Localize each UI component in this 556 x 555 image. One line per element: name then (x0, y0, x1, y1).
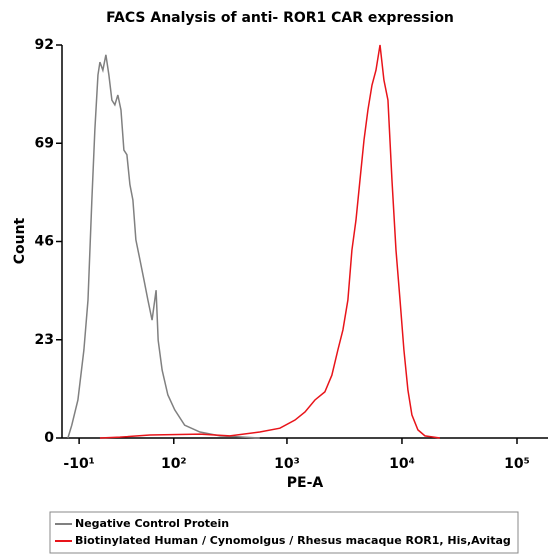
histogram-line (67, 54, 260, 439)
x-tick-label: -10¹ (63, 456, 94, 472)
legend-label: Biotinylated Human / Cynomolgus / Rhesus… (75, 534, 511, 547)
legend-label: Negative Control Protein (75, 517, 229, 530)
x-tick-label: 10³ (274, 456, 300, 472)
y-tick-label: 92 (35, 37, 54, 53)
y-tick-label: 69 (35, 135, 54, 151)
x-tick-label: 10² (161, 456, 187, 472)
histogram-line (99, 44, 440, 439)
y-tick-label: 23 (35, 332, 54, 348)
y-axis-label: Count (12, 217, 28, 264)
x-tick-label: 10⁴ (389, 456, 415, 472)
legend-box (49, 511, 519, 554)
x-axis-label: PE-A (287, 475, 324, 491)
chart-title: FACS Analysis of anti- ROR1 CAR expressi… (106, 10, 454, 26)
y-tick-label: 46 (35, 234, 54, 250)
x-tick-label: 10⁵ (504, 456, 530, 472)
y-tick-label: 0 (44, 430, 54, 446)
